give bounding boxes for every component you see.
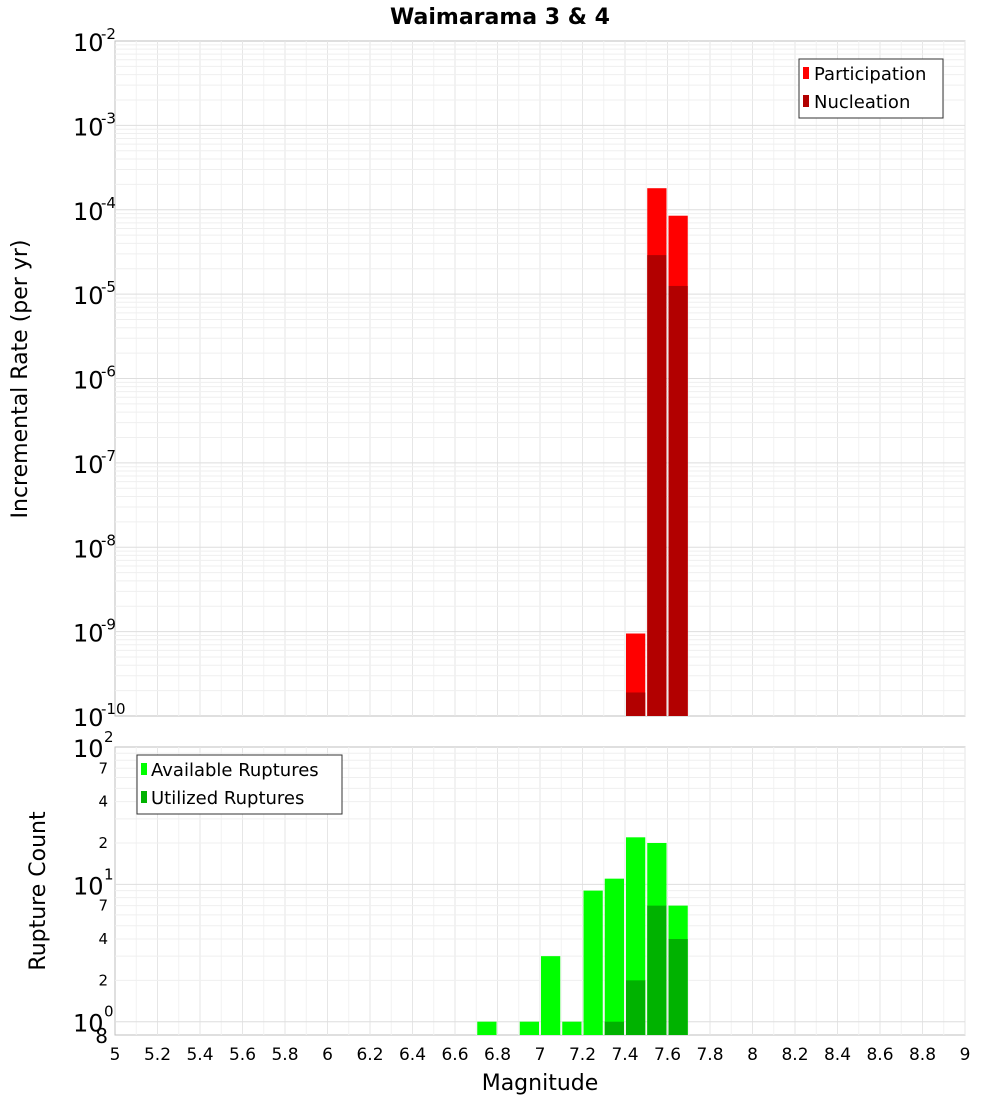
- count-bar-available-ruptures: [541, 956, 561, 1035]
- x-tick-label: 8.2: [781, 1045, 808, 1065]
- rate-y-tick-label: 10: [73, 198, 104, 226]
- x-tick-label: 5.8: [271, 1045, 298, 1065]
- rate-y-tick-label: 10: [73, 367, 104, 395]
- rate-y-tick-label: 10: [73, 704, 104, 732]
- count-legend: Available Ruptures Utilized Ruptures: [136, 754, 343, 815]
- x-tick-label: 8.4: [824, 1045, 851, 1065]
- legend-swatch-nucleation: [803, 95, 809, 107]
- x-tick-label: 5: [110, 1045, 121, 1065]
- rate-y-tick-label: 10: [73, 451, 104, 479]
- count-y-minor-tick-label: 7: [98, 759, 108, 777]
- rate-gridlines: [115, 41, 966, 716]
- x-tick-label: 8.8: [909, 1045, 936, 1065]
- rate-y-tick-label: 10: [73, 29, 104, 57]
- rate-y-ticks: 10-210-310-410-510-610-710-810-910-10: [73, 25, 126, 732]
- legend-label-participation: Participation: [814, 64, 926, 85]
- x-tick-label: 8.6: [866, 1045, 893, 1065]
- x-tick-label: 7.2: [569, 1045, 596, 1065]
- rate-y-tick-exponent: -5: [101, 278, 116, 296]
- rate-y-axis-label: Incremental Rate (per yr): [8, 240, 33, 519]
- legend-label-nucleation: Nucleation: [814, 92, 910, 113]
- count-bar-available-ruptures: [477, 1021, 497, 1035]
- rate-y-tick-exponent: -10: [101, 700, 126, 718]
- x-tick-label: 7.8: [696, 1045, 723, 1065]
- rate-legend: Participation Nucleation: [798, 58, 944, 119]
- count-y-tick-exponent: 1: [104, 865, 114, 883]
- count-y-tick-exponent: 0: [104, 1003, 114, 1021]
- count-bar-utilized-ruptures: [604, 1021, 624, 1035]
- count-bar-utilized-ruptures: [626, 980, 646, 1035]
- x-tick-label: 7.6: [654, 1045, 681, 1065]
- legend-swatch-utilized: [141, 791, 147, 803]
- rate-y-tick-label: 10: [73, 535, 104, 563]
- rate-legend-box: [798, 58, 944, 119]
- rate-panel: 10-210-310-410-510-610-710-810-910-10 In…: [8, 25, 966, 732]
- legend-label-available: Available Ruptures: [151, 760, 319, 781]
- rate-y-tick-exponent: -8: [101, 531, 116, 549]
- count-y-tick-label: 10: [73, 872, 104, 900]
- count-y-minor-tick-label: 8: [95, 1024, 108, 1048]
- x-tick-label: 8: [747, 1045, 758, 1065]
- count-legend-box: [136, 754, 343, 815]
- count-y-minor-tick-label: 7: [98, 897, 108, 915]
- count-y-tick-label: 10: [73, 735, 104, 763]
- rate-y-tick-exponent: -3: [101, 109, 116, 127]
- x-tick-label: 6.2: [356, 1045, 383, 1065]
- rate-bar-nucleation: [668, 285, 688, 716]
- x-tick-label: 5.2: [144, 1045, 171, 1065]
- x-tick-label: 6: [322, 1045, 333, 1065]
- rate-y-tick-exponent: -2: [101, 25, 116, 43]
- x-tick-label: 6.8: [484, 1045, 511, 1065]
- legend-swatch-available: [141, 763, 147, 775]
- rate-y-tick-exponent: -9: [101, 616, 116, 634]
- legend-label-utilized: Utilized Ruptures: [151, 788, 304, 809]
- count-y-minor-tick-label: 2: [98, 971, 108, 989]
- count-y-tick-exponent: 2: [104, 728, 114, 746]
- x-tick-label: 6.4: [399, 1045, 426, 1065]
- count-y-tick-label: 10: [73, 1010, 104, 1038]
- x-tick-label: 6.6: [441, 1045, 468, 1065]
- count-bar-utilized-ruptures: [668, 939, 688, 1035]
- rate-y-tick-exponent: -4: [101, 194, 116, 212]
- legend-swatch-participation: [803, 67, 809, 79]
- rate-y-tick-exponent: -7: [101, 447, 116, 465]
- x-tick-label: 5.4: [186, 1045, 213, 1065]
- count-y-minor-tick-label: 2: [98, 834, 108, 852]
- x-tick-label: 9: [960, 1045, 971, 1065]
- count-y-axis-label: Rupture Count: [26, 811, 51, 971]
- count-bar-utilized-ruptures: [647, 905, 667, 1035]
- rate-y-tick-label: 10: [73, 282, 104, 310]
- rate-bar-nucleation: [647, 255, 667, 716]
- count-bar-available-ruptures: [604, 878, 624, 1035]
- magnitude-x-ticks: 5 5.2 5.4 5.6 5.8 6 6.2 6.4 6.6 6.8 7 7.2 7.4 7.6 7.8 8…: [110, 1045, 971, 1065]
- count-bar-available-ruptures: [519, 1021, 539, 1035]
- count-y-minor-tick-label: 4: [98, 793, 108, 811]
- x-axis-label: Magnitude: [482, 1071, 599, 1096]
- rate-y-tick-exponent: -6: [101, 363, 116, 381]
- count-bar-available-ruptures: [562, 1021, 582, 1035]
- count-gridlines: [115, 747, 966, 1035]
- count-bars: [477, 837, 688, 1035]
- x-tick-label: 7.4: [611, 1045, 638, 1065]
- count-bar-available-ruptures: [583, 890, 603, 1035]
- x-tick-label: 7: [535, 1045, 546, 1065]
- rate-bar-nucleation: [626, 692, 646, 716]
- count-y-minor-tick-label: 4: [98, 930, 108, 948]
- rate-y-tick-label: 10: [73, 113, 104, 141]
- chart-title: Waimarama 3 & 4: [390, 5, 610, 30]
- rate-y-tick-label: 10: [73, 620, 104, 648]
- rate-bars: [626, 188, 688, 717]
- x-tick-label: 5.6: [229, 1045, 256, 1065]
